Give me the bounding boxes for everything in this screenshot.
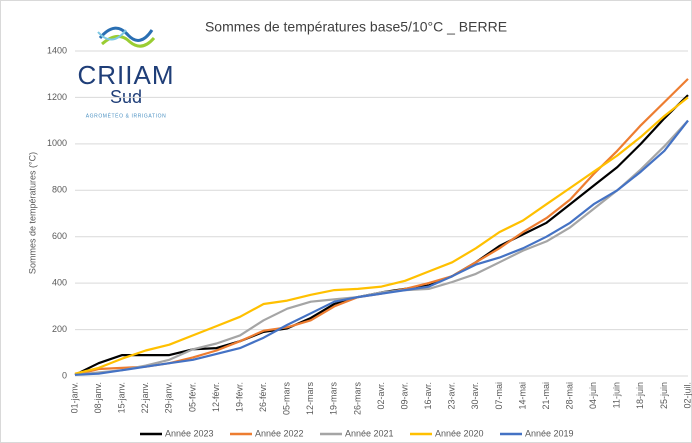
x-tick-label: 05-févr. bbox=[187, 382, 197, 412]
y-tick-label: 800 bbox=[52, 185, 67, 195]
x-tick-label: 23-avr. bbox=[447, 382, 457, 410]
x-tick-label: 15-janv. bbox=[117, 382, 127, 413]
y-tick-label: 1400 bbox=[47, 45, 67, 55]
x-tick-label: 08-janv. bbox=[93, 382, 103, 413]
x-tick-label: 28-mai bbox=[564, 382, 574, 410]
x-tick-label: 25-juin bbox=[659, 382, 669, 409]
logo-wave bbox=[97, 29, 127, 41]
legend-label: Année 2019 bbox=[525, 428, 574, 438]
legend-label: Année 2023 bbox=[165, 428, 214, 438]
x-tick-label: 07-mai bbox=[494, 382, 504, 410]
line bbox=[74, 96, 689, 375]
y-tick-label: 200 bbox=[52, 324, 67, 334]
x-tick-label: 30-avr. bbox=[470, 382, 480, 410]
x-tick-label: 22-janv. bbox=[140, 382, 150, 413]
x-tick-label: 05-mars bbox=[282, 382, 292, 416]
x-tick-label: 01-janv. bbox=[69, 382, 79, 413]
x-tick-label: 11-juin bbox=[612, 382, 622, 408]
logo-tagline: AGROMÉTÉO & IRRIGATION bbox=[86, 112, 167, 119]
y-axis-label: Sommes de températures (°C) bbox=[27, 152, 37, 274]
logo-name: CRIIAM bbox=[78, 60, 175, 90]
y-tick-label: 600 bbox=[52, 231, 67, 241]
x-tick-label: 09-avr. bbox=[399, 382, 409, 410]
logo-wave bbox=[98, 26, 154, 42]
x-tick-label: 26-févr. bbox=[258, 382, 268, 412]
logo: CRIIAM Sud AGROMÉTÉO & IRRIGATION bbox=[78, 26, 175, 119]
x-tick-label: 18-juin bbox=[635, 382, 645, 409]
x-tick-label: 12-févr. bbox=[211, 382, 221, 412]
legend-label: Année 2020 bbox=[435, 428, 484, 438]
logo-sub: Sud bbox=[110, 87, 142, 107]
y-tick-label: 1000 bbox=[47, 138, 67, 148]
x-tick-label: 02-juil. bbox=[682, 382, 692, 409]
x-tick-label: 02-avr. bbox=[376, 382, 386, 410]
line bbox=[74, 119, 689, 376]
legend-label: Année 2022 bbox=[255, 428, 304, 438]
legend-label: Année 2021 bbox=[345, 428, 394, 438]
x-tick-label: 19-mars bbox=[329, 382, 339, 416]
logo-wave bbox=[101, 35, 156, 48]
y-tick-label: 400 bbox=[52, 278, 67, 288]
x-tick-label: 14-mai bbox=[517, 382, 527, 410]
x-tick-label: 21-mai bbox=[541, 382, 551, 410]
x-tick-label: 12-mars bbox=[305, 382, 315, 416]
x-tick-label: 16-avr. bbox=[423, 382, 433, 410]
x-tick-label: 29-janv. bbox=[164, 382, 174, 413]
x-tick-label: 04-juin bbox=[588, 382, 598, 409]
y-tick-label: 0 bbox=[62, 370, 67, 380]
chart-title: Sommes de températures base5/10°C _ BERR… bbox=[205, 19, 507, 35]
line bbox=[74, 119, 689, 376]
x-tick-label: 19-févr. bbox=[234, 382, 244, 412]
y-tick-label: 1200 bbox=[47, 92, 67, 102]
x-tick-label: 26-mars bbox=[352, 382, 362, 416]
